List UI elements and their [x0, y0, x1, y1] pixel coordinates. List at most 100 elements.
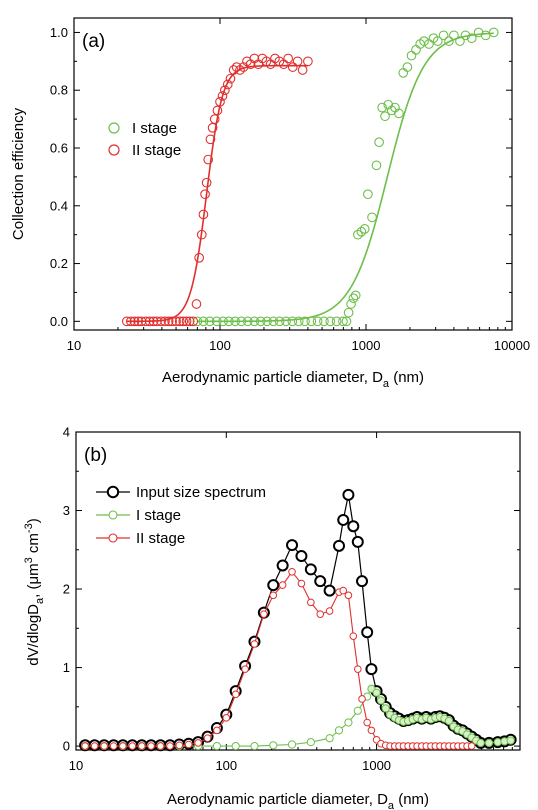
point-1-38	[383, 99, 394, 110]
point-1-12	[268, 316, 279, 327]
point-1-22	[286, 539, 299, 552]
x-tick-label: 100	[209, 338, 231, 353]
point-3-18	[250, 640, 259, 648]
x-tick-label: 10	[69, 758, 83, 773]
point-2-8	[231, 741, 240, 751]
point-2-10	[269, 741, 278, 750]
point-1-44	[406, 50, 417, 61]
point-1-18	[306, 316, 317, 327]
y-tick-label: 3	[63, 503, 70, 518]
plot-frame-0	[73, 17, 513, 331]
point-1-29	[353, 229, 363, 240]
point-1-21	[325, 316, 336, 327]
legend-label: II stage	[132, 142, 181, 159]
point-3-20	[269, 591, 278, 600]
point-1-1	[198, 316, 209, 327]
point-3-25	[316, 610, 325, 618]
point-3-2	[100, 742, 108, 750]
point-1-3	[211, 316, 222, 327]
x-tick-label: 1000	[352, 338, 381, 353]
point-1-35	[374, 137, 384, 148]
y-tick-label: 1.0	[50, 25, 68, 40]
point-2-8	[152, 316, 162, 327]
point-3-24	[307, 598, 315, 607]
point-2-9	[250, 741, 259, 751]
point-2-7	[148, 316, 159, 327]
point-2-20	[194, 252, 205, 263]
point-2-52	[297, 65, 308, 75]
point-2-10	[160, 316, 170, 327]
point-3-26	[325, 607, 334, 615]
point-2-29	[212, 105, 223, 116]
point-1-10	[255, 316, 266, 327]
point-3-19	[260, 610, 268, 618]
point-1-31	[351, 535, 364, 548]
point-2-5	[140, 316, 151, 327]
legend-marker-2	[108, 144, 120, 156]
point-2-28	[209, 114, 220, 124]
point-1-55	[460, 30, 471, 41]
point-1-32	[363, 189, 373, 200]
point-1-33	[367, 212, 377, 223]
y-tick-label: 0.0	[50, 314, 68, 329]
plot-frame-1	[75, 431, 521, 751]
point-2-19	[191, 299, 202, 309]
point-3-5	[128, 742, 137, 750]
point-1-48	[424, 39, 434, 49]
point-2-26	[205, 134, 216, 145]
point-1-4	[218, 316, 228, 327]
panel-label: (a)	[82, 31, 105, 52]
point-1-23	[295, 550, 308, 563]
point-1-30	[347, 520, 360, 533]
point-2-36	[231, 62, 242, 72]
point-2-17	[184, 316, 195, 327]
point-3-16	[231, 690, 240, 699]
point-1-27	[333, 539, 346, 552]
point-2-6	[144, 316, 155, 327]
point-2-35	[228, 65, 239, 75]
legend-label: I stage	[136, 507, 181, 524]
y-tick-label: 0.4	[50, 198, 68, 213]
point-1-37	[380, 111, 390, 122]
y-tick-label: 0.8	[50, 83, 68, 98]
legend-marker-3	[108, 533, 118, 543]
point-2-16	[353, 706, 362, 715]
point-2-34	[225, 73, 236, 84]
point-1-25	[314, 575, 327, 588]
point-1-50	[432, 36, 443, 46]
point-1-6	[230, 316, 241, 327]
point-3-30	[349, 632, 358, 640]
point-3-15	[222, 714, 231, 722]
point-3-7	[147, 742, 155, 750]
panel-label: (b)	[84, 445, 107, 466]
point-3-34	[367, 726, 376, 735]
point-2-22	[198, 209, 209, 220]
point-1-14	[281, 316, 291, 327]
point-2-35	[444, 716, 454, 726]
point-2-19	[372, 688, 381, 697]
point-3-1	[90, 742, 99, 750]
point-3-31	[353, 665, 362, 673]
point-3-28	[339, 586, 348, 595]
legend-b: Input size spectrum I stage II stage	[96, 484, 266, 547]
point-1-13	[274, 316, 285, 327]
point-2-16	[181, 316, 192, 327]
point-3-6	[137, 742, 146, 750]
point-1-31	[359, 224, 370, 234]
x-tick-label: 10	[67, 338, 81, 353]
point-1-8	[242, 316, 253, 327]
point-2-13	[171, 316, 181, 327]
x-tick-label: 10000	[494, 338, 530, 353]
x-axis-title: Aerodynamic particle diameter, Da (nm)	[162, 369, 424, 390]
point-2-24	[201, 177, 212, 188]
point-2-13	[325, 734, 334, 743]
fit-curve-2	[126, 64, 308, 323]
point-3-22	[288, 567, 296, 576]
point-2-32	[220, 85, 230, 96]
point-1-43	[402, 62, 413, 72]
point-1-25	[343, 307, 354, 318]
point-1-19	[312, 316, 323, 327]
point-1-56	[466, 33, 477, 44]
point-1-0	[192, 316, 203, 327]
